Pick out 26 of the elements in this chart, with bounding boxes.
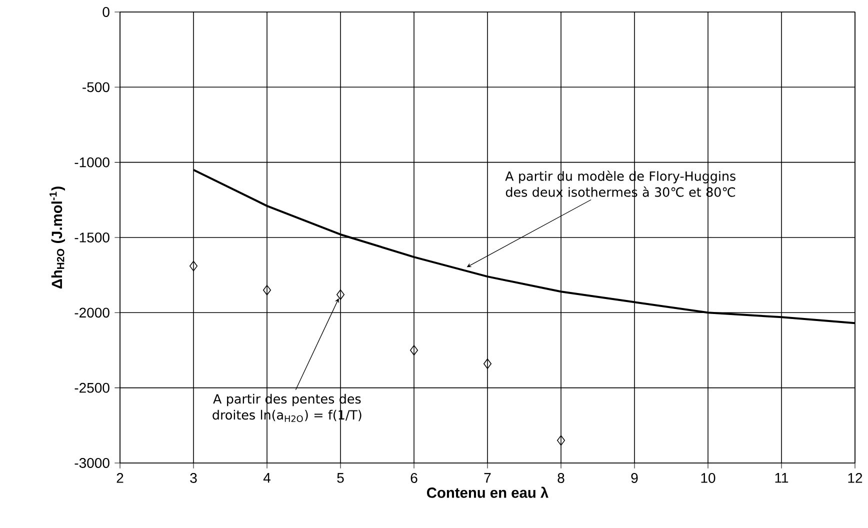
y-tick-label: -1500 <box>74 232 110 242</box>
x-axis-title: Contenu en eau λ <box>426 486 548 498</box>
point <box>190 260 198 272</box>
x-tick-label: 5 <box>337 473 344 483</box>
y-tick-label: 0 <box>102 7 110 17</box>
y-tick-label: -500 <box>82 82 110 92</box>
x-tick-label: 12 <box>848 473 862 483</box>
point <box>557 435 565 446</box>
x-tick-label: 10 <box>701 473 716 483</box>
y-tick-label: -3000 <box>74 458 110 468</box>
x-tick-label: 7 <box>484 473 491 483</box>
x-tick-label: 11 <box>775 473 788 483</box>
x-tick-label: 8 <box>558 473 564 483</box>
point <box>263 284 272 296</box>
x-tick-label: 3 <box>190 473 197 483</box>
x-tick-label: 6 <box>410 473 418 483</box>
y-tick-label: -1000 <box>74 157 110 168</box>
point <box>484 358 492 369</box>
x-tick-label: 2 <box>116 473 124 483</box>
point <box>410 345 418 356</box>
y-tick-label: -2500 <box>74 382 110 393</box>
x-tick-label: 4 <box>263 473 270 483</box>
x-tick-label: 9 <box>631 473 638 483</box>
text: Δh$_{H2O}$ (J.mol$^{-1}$) <box>50 186 65 289</box>
y-tick-label: -2000 <box>74 308 110 318</box>
point <box>336 289 345 300</box>
